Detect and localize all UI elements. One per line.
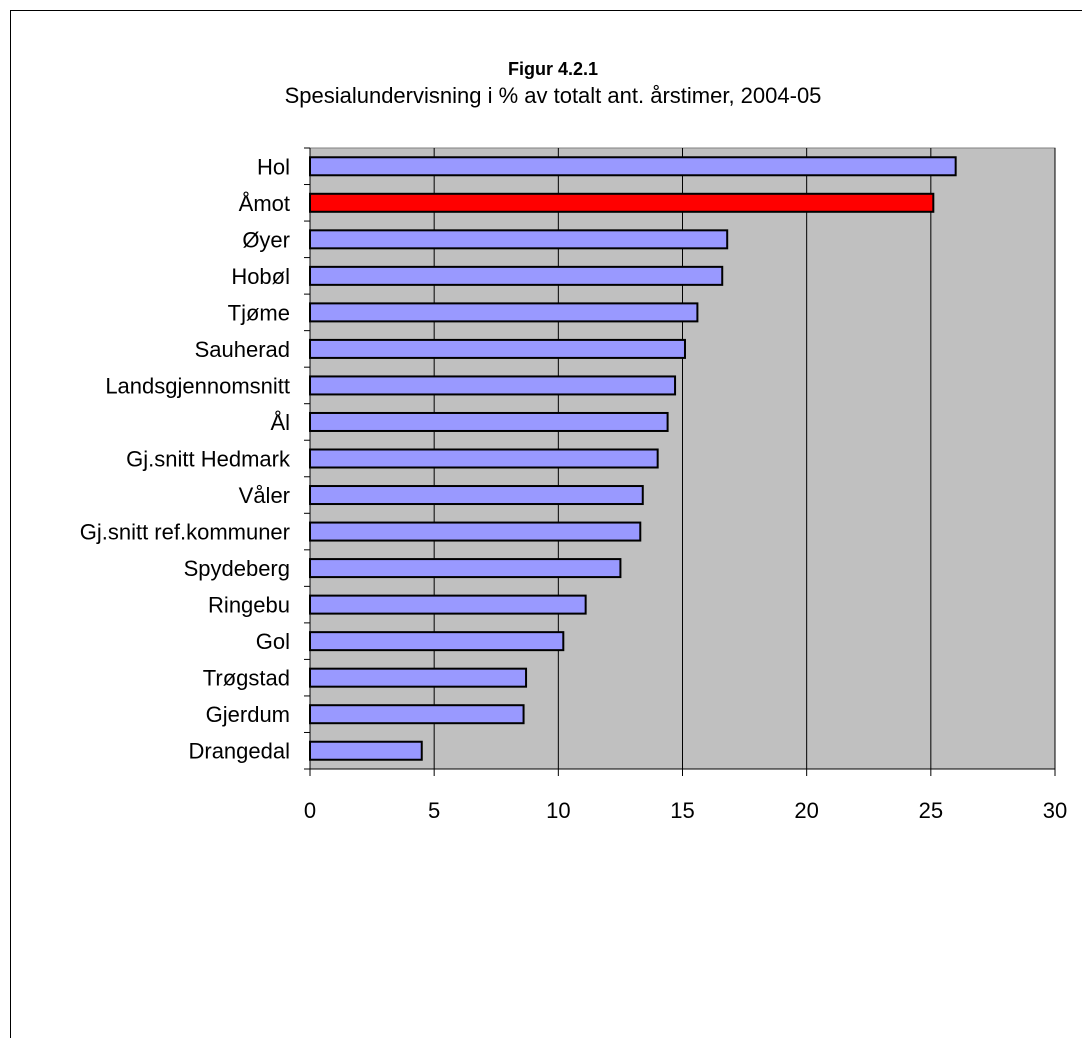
category-label: Gj.snitt ref.kommuner	[80, 520, 290, 545]
bar	[309, 411, 669, 432]
bar	[309, 448, 659, 469]
x-tick-label: 10	[546, 798, 570, 823]
chart-frame	[10, 10, 1082, 1038]
bars	[309, 156, 957, 761]
category-label: Hobøl	[231, 264, 290, 289]
category-label: Våler	[239, 483, 290, 508]
category-label: Landsgjennomsnitt	[105, 373, 290, 398]
bar	[309, 521, 642, 542]
category-label: Gjerdum	[206, 702, 290, 727]
category-label: Tjøme	[228, 300, 290, 325]
x-tick-label: 20	[794, 798, 818, 823]
category-label: Øyer	[242, 227, 290, 252]
x-tick-label: 0	[304, 798, 316, 823]
bar	[309, 667, 528, 688]
category-labels: Hol Åmot Øyer Hobøl Tjøme Sauherad Landsgjenno…	[80, 154, 291, 763]
category-label: Åmot	[239, 191, 290, 216]
category-label: Ringebu	[208, 593, 290, 618]
chart-subtitle: Spesialundervisning i % av totalt ant. å…	[285, 83, 822, 108]
bar	[309, 704, 525, 725]
category-label: Trøgstad	[203, 666, 290, 691]
bar	[309, 485, 644, 506]
bar	[309, 156, 957, 177]
x-tick-label: 30	[1043, 798, 1067, 823]
bar	[309, 302, 699, 323]
x-tick-label: 5	[428, 798, 440, 823]
x-tick-labels: 0 5 10 15 20 25 30	[304, 798, 1067, 823]
bar	[309, 375, 677, 396]
bar	[309, 558, 622, 579]
category-label: Gj.snitt Hedmark	[126, 447, 291, 472]
bar	[309, 338, 686, 359]
bar	[309, 192, 935, 213]
chart-title: Figur 4.2.1	[508, 59, 598, 79]
category-label: Ål	[270, 410, 290, 435]
x-tick-label: 15	[670, 798, 694, 823]
bar	[309, 594, 587, 615]
category-label: Drangedal	[188, 739, 290, 764]
category-label: Spydeberg	[184, 556, 290, 581]
category-label: Gol	[256, 629, 290, 654]
bar	[309, 265, 724, 286]
axes	[304, 147, 1056, 776]
bar	[309, 631, 565, 652]
category-label: Hol	[257, 154, 290, 179]
category-label: Sauherad	[195, 337, 290, 362]
bar	[309, 740, 423, 761]
x-tick-label: 25	[919, 798, 943, 823]
bar	[309, 229, 729, 250]
